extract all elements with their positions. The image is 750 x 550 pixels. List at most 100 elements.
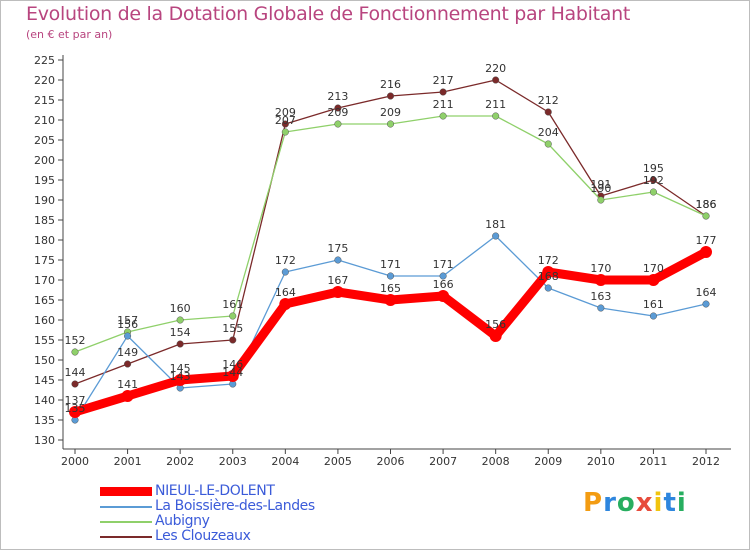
data-point — [594, 274, 607, 286]
data-label: 195 — [643, 162, 664, 175]
data-point — [702, 212, 710, 220]
data-label: 204 — [538, 126, 559, 139]
data-label: 166 — [433, 278, 454, 291]
y-tick-label: 165 — [34, 294, 55, 307]
data-label: 165 — [380, 282, 401, 295]
logo-letter: i — [653, 488, 664, 518]
data-point — [331, 286, 344, 298]
data-point — [439, 272, 447, 280]
data-label: 211 — [433, 98, 454, 111]
y-tick-label: 195 — [34, 174, 55, 187]
tick-labels: 1301351401451501551601651701751801851901… — [34, 54, 720, 468]
data-label: 172 — [538, 254, 559, 267]
y-tick-label: 145 — [34, 374, 55, 387]
data-label: 144 — [65, 366, 86, 379]
data-label: 161 — [643, 298, 664, 311]
data-label: 217 — [433, 74, 454, 87]
series-lines — [69, 76, 712, 424]
y-tick-label: 170 — [34, 274, 55, 287]
data-point — [124, 360, 132, 368]
data-point — [492, 112, 500, 120]
data-point — [492, 232, 500, 240]
data-point — [176, 340, 184, 348]
data-label: 155 — [222, 322, 243, 335]
x-tick-label: 2003 — [219, 455, 247, 468]
logo-letter: i — [676, 488, 687, 518]
data-label: 171 — [433, 258, 454, 271]
data-label: 161 — [222, 298, 243, 311]
data-point — [439, 112, 447, 120]
data-label: 156 — [117, 318, 138, 331]
data-label: 154 — [170, 326, 191, 339]
data-label: 167 — [327, 274, 348, 287]
x-tick-label: 2008 — [482, 455, 510, 468]
legend-label-boissiere: La Boissière-des-Landes — [155, 498, 315, 514]
data-label: 209 — [380, 106, 401, 119]
data-label: 191 — [590, 178, 611, 191]
data-point — [69, 406, 81, 418]
x-tick-label: 2004 — [271, 455, 299, 468]
data-point — [492, 76, 500, 84]
data-label: 177 — [696, 234, 717, 247]
data-point — [702, 300, 710, 308]
x-tick-label: 2011 — [639, 455, 667, 468]
y-tick-label: 215 — [34, 94, 55, 107]
logo-letter: x — [635, 488, 654, 518]
legend-swatch-aubigny — [100, 521, 152, 523]
data-label: 164 — [696, 286, 717, 299]
data-point — [176, 316, 184, 324]
x-tick-label: 2006 — [377, 455, 405, 468]
x-tick-label: 2007 — [429, 455, 457, 468]
legend-swatch-boissiere — [100, 506, 152, 508]
y-tick-label: 130 — [34, 434, 55, 447]
data-point — [386, 120, 395, 128]
y-tick-label: 150 — [34, 354, 55, 367]
data-label: 175 — [327, 242, 348, 255]
data-point — [174, 374, 187, 386]
data-label: 186 — [696, 198, 717, 211]
data-point — [542, 266, 555, 278]
x-tick-label: 2000 — [61, 455, 89, 468]
legend-swatch-clouzeaux — [100, 536, 152, 538]
logo-letter: o — [616, 488, 636, 518]
data-point — [649, 312, 657, 320]
chart-subtitle: (en € et par an) — [26, 28, 113, 41]
data-label: 190 — [590, 182, 611, 195]
data-point — [71, 348, 79, 356]
proxiti-logo: Proxiti — [583, 488, 687, 518]
data-label: 143 — [170, 370, 191, 383]
data-point — [384, 294, 397, 306]
legend-label-clouzeaux: Les Clouzeaux — [155, 528, 251, 544]
data-point — [124, 332, 132, 340]
series-line-2 — [74, 115, 707, 353]
legend-swatch-nieul — [100, 487, 152, 496]
data-point — [544, 140, 552, 148]
data-label: 213 — [327, 90, 348, 103]
y-tick-label: 140 — [34, 394, 55, 407]
data-point — [334, 256, 342, 264]
data-labels: 137 141 145 146 164 167 165 166 156 172 170 170 177 1… — [65, 62, 717, 415]
data-label: 164 — [275, 286, 296, 299]
axes — [58, 55, 731, 454]
data-label: 145 — [170, 362, 191, 375]
data-point — [386, 92, 395, 100]
y-tick-label: 210 — [34, 114, 55, 127]
legend-label-aubigny: Aubigny — [155, 513, 210, 529]
data-label: 181 — [485, 218, 506, 231]
data-label: 220 — [485, 62, 506, 75]
y-tick-label: 205 — [34, 134, 55, 147]
data-point — [334, 104, 342, 112]
y-tick-label: 190 — [34, 194, 55, 207]
y-tick-label: 155 — [34, 334, 55, 347]
data-label: 209 — [327, 106, 348, 119]
data-label: 186 — [696, 198, 717, 211]
y-tick-label: 220 — [34, 74, 55, 87]
logo-letter: r — [603, 488, 617, 518]
y-tick-label: 175 — [34, 254, 55, 267]
data-point — [281, 128, 289, 136]
y-tick-label: 180 — [34, 234, 55, 247]
data-label: 141 — [117, 378, 138, 391]
x-tick-label: 2001 — [114, 455, 142, 468]
